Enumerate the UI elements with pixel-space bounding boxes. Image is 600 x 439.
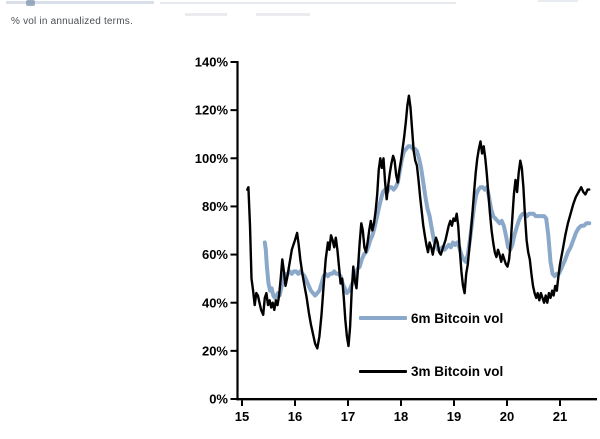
x-tick-label: 20 bbox=[500, 409, 514, 424]
legend-label-3m: 3m Bitcoin vol bbox=[411, 363, 504, 379]
series-line-3m bbox=[246, 94, 591, 350]
x-tick-label: 15 bbox=[235, 409, 249, 424]
legend-label-6m: 6m Bitcoin vol bbox=[411, 310, 504, 326]
legend-item-6m-bitcoin-vol: 6m Bitcoin vol bbox=[359, 309, 503, 327]
x-tick-label: 16 bbox=[288, 409, 302, 424]
y-tick-label: 120% bbox=[195, 103, 229, 118]
series-line-6m bbox=[262, 144, 592, 300]
x-tick-label: 17 bbox=[341, 409, 355, 424]
legend-swatch-3m bbox=[359, 369, 407, 373]
x-tick-label: 18 bbox=[394, 409, 408, 424]
y-tick-label: 20% bbox=[202, 343, 228, 358]
chart-subtitle: % vol in annualized terms. bbox=[11, 16, 133, 27]
y-tick-label: 0% bbox=[209, 392, 228, 407]
legend-swatch-6m bbox=[359, 316, 407, 320]
y-tick-label: 60% bbox=[202, 247, 228, 262]
y-tick-label: 100% bbox=[195, 151, 229, 166]
x-tick-label: 19 bbox=[447, 409, 461, 424]
legend-item-3m-bitcoin-vol: 3m Bitcoin vol bbox=[359, 362, 503, 380]
y-tick-label: 40% bbox=[202, 295, 228, 310]
y-tick-label: 80% bbox=[202, 199, 228, 214]
x-tick-label: 21 bbox=[553, 409, 567, 424]
y-tick-label: 140% bbox=[195, 55, 229, 70]
